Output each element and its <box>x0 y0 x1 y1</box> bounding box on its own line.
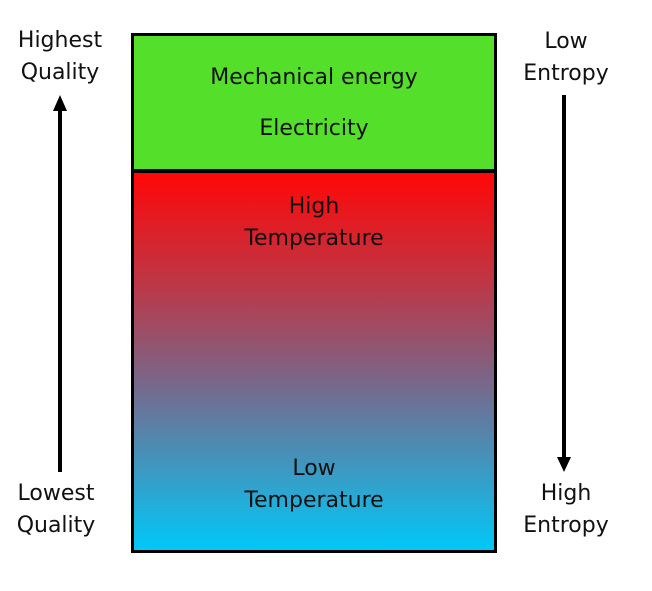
high-entropy-line2: Entropy <box>523 513 609 538</box>
low-temperature-line1: Low <box>292 456 336 481</box>
energy-quality-box: Mechanical energy Electricity High Tempe… <box>131 33 497 553</box>
mechanical-energy-label: Mechanical energy <box>210 65 418 90</box>
highest-quality-line2: Quality <box>20 60 100 85</box>
low-entropy-label: Low Entropy <box>516 26 616 90</box>
highest-quality-line1: Highest <box>17 28 103 53</box>
low-temperature-line2: Temperature <box>244 488 384 513</box>
lowest-quality-line2: Quality <box>16 513 96 538</box>
lowest-quality-label: Lowest Quality <box>0 478 112 542</box>
mechanical-electric-section: Mechanical energy Electricity <box>134 36 494 173</box>
high-temperature-line1: High <box>288 194 340 219</box>
temperature-gradient-section: High Temperature Low Temperature <box>134 173 494 550</box>
low-entropy-line1: Low <box>544 29 588 54</box>
low-temperature-label: Low Temperature <box>134 453 494 517</box>
low-entropy-line2: Entropy <box>523 61 609 86</box>
high-entropy-line1: High <box>540 481 592 506</box>
electricity-label: Electricity <box>259 116 369 141</box>
high-temperature-line2: Temperature <box>244 226 384 251</box>
entropy-down-arrow <box>557 95 571 472</box>
high-entropy-label: High Entropy <box>516 478 616 542</box>
quality-up-arrow <box>53 95 67 472</box>
highest-quality-label: Highest Quality <box>0 25 120 89</box>
high-temperature-label: High Temperature <box>134 191 494 255</box>
lowest-quality-line1: Lowest <box>17 481 95 506</box>
